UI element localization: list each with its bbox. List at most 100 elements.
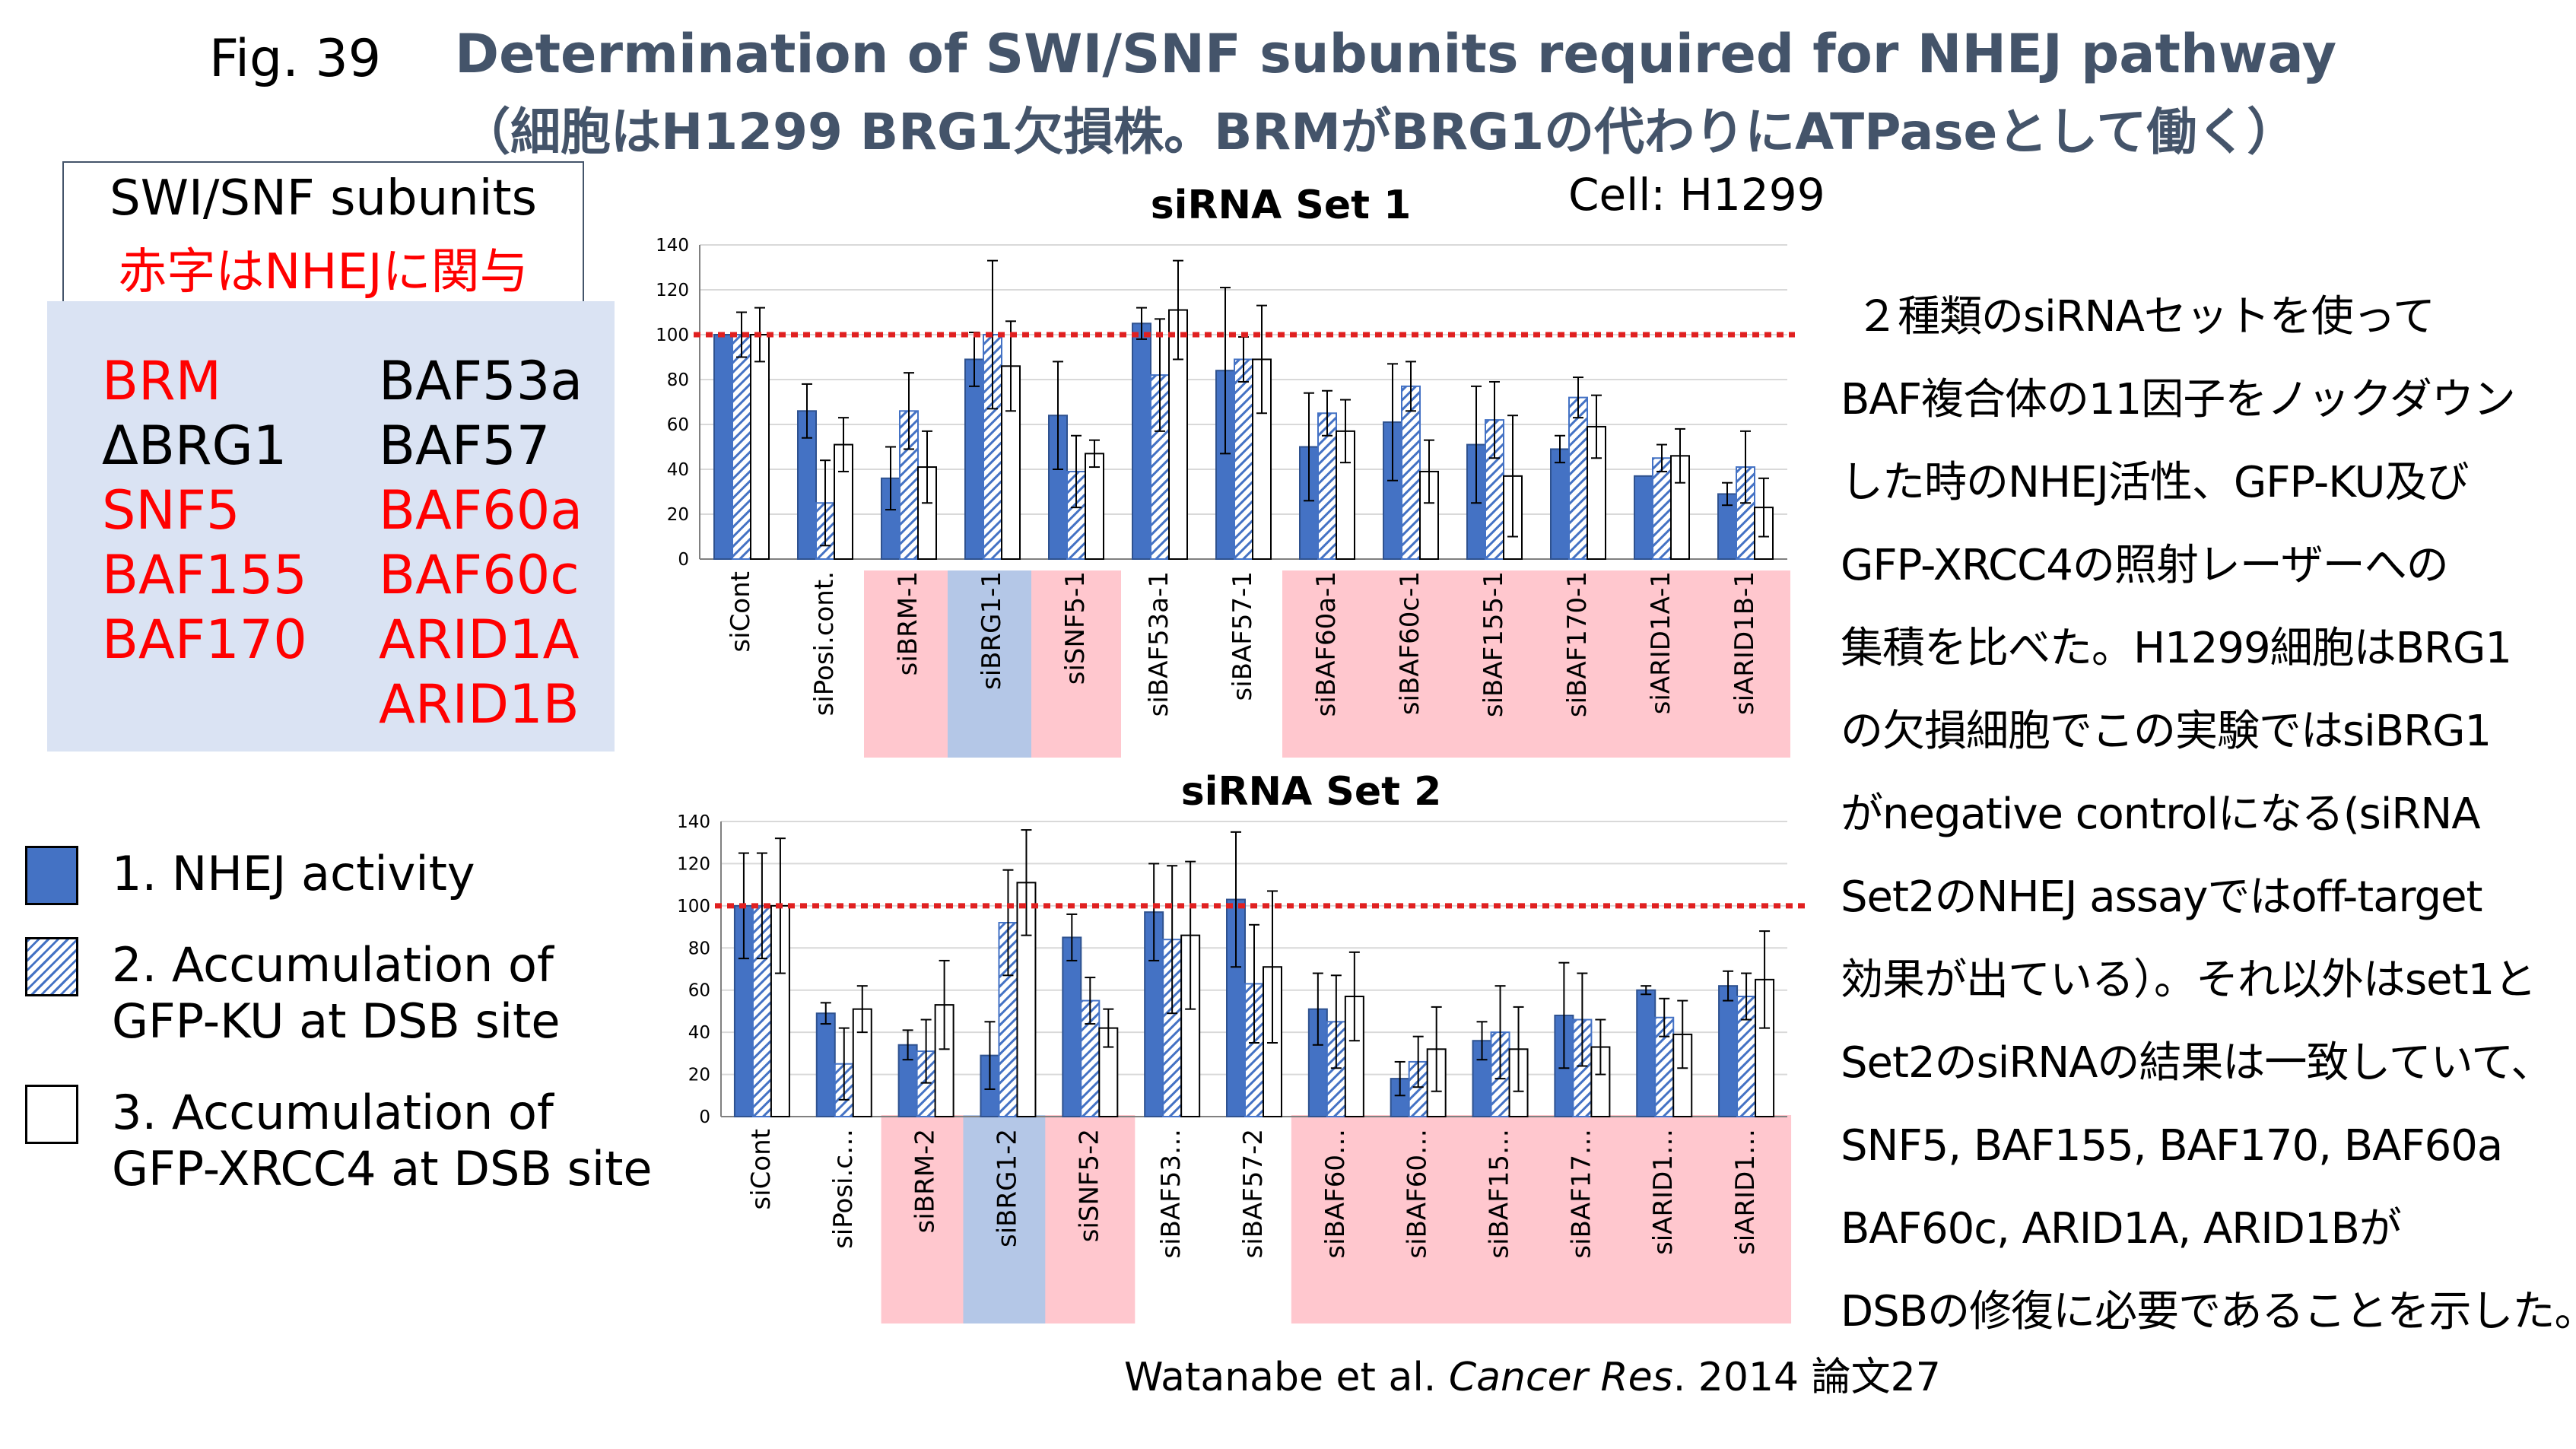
x-tick-label: siBAF15… [1485,1129,1515,1259]
bar [732,334,751,560]
category-highlight [1537,1115,1628,1323]
y-tick-label: 140 [677,812,710,832]
y-tick-label: 40 [688,1023,710,1043]
figure-subtitle: （細胞はH1299 BRG1欠損株。BRMがBRG1の代わりにATPaseとして… [460,103,2298,161]
x-tick-label: siARID1… [1730,1129,1761,1255]
legend-label-ku-line1: 2. Accumulation of [112,937,554,993]
x-tick-label: siBAF57-2 [1238,1129,1269,1258]
category-highlight [948,570,1037,758]
chart1-title: siRNA Set 1 [1151,183,1412,228]
description-line: ２種類のsiRNAセットを使って [1856,292,2435,342]
x-tick-label: siARID1A-1 [1646,571,1676,714]
subunit-left-3: BAF155 [102,544,307,606]
subunit-header-title: SWI/SNF subunits [110,170,537,227]
category-highlight [1282,570,1372,758]
citation-journal: Cancer Res [1448,1355,1673,1400]
figure-number: Fig. 39 [209,29,381,89]
subunit-header-note: 赤字はNHEJに関与 [118,244,529,300]
description-line: の欠損細胞でこの実験ではsiBRG1 [1841,707,2492,756]
description-line: Set2のNHEJ assayではoff-target [1841,872,2483,922]
y-tick-label: 60 [688,981,710,1001]
subunit-left-4: BAF170 [102,609,307,671]
chart1-plot: 0 20 40 60 80 100 120 140 siCont siPosi.cont. siBR… [656,236,1795,758]
x-tick-label: siSNF5-2 [1074,1129,1104,1242]
x-tick-label: siBAF57-1 [1228,571,1258,701]
subunit-right-1: BAF57 [379,415,551,477]
bar [1062,936,1082,1118]
subunit-list-panel: BRM ΔBRG1 SNF5 BAF155 BAF170 BAF53a BAF5… [47,301,615,752]
x-tick-label: siBRM-1 [893,571,923,675]
x-tick-label: siBAF53… [1156,1129,1186,1259]
legend-label-ku-line2: GFP-KU at DSB site [112,993,561,1049]
chart2-title: siRNA Set 2 [1181,769,1442,815]
category-highlight [1450,570,1539,758]
bar [815,1012,836,1117]
y-tick-label: 0 [699,1107,710,1127]
y-tick-label: 120 [677,854,710,874]
category-highlight [1617,570,1707,758]
x-tick-label: siBRM-2 [910,1129,941,1233]
category-highlight [1619,1115,1710,1323]
y-tick-label: 100 [677,897,710,917]
category-highlight [1701,1115,1792,1323]
category-highlight [881,1115,971,1323]
bar [1085,453,1104,560]
bar [1634,475,1653,560]
category-highlight [864,570,954,758]
description-line: 集積を比べた。H1299細胞はBRG1 [1841,624,2512,673]
cell-line-label: Cell: H1299 [1568,169,1825,221]
description-line: GFP-XRCC4の照射レーザーへの [1841,541,2449,590]
legend-label-xrcc4-line1: 3. Accumulation of [112,1085,554,1140]
category-highlight [1373,1115,1463,1323]
x-tick-label: siPosi.c… [828,1129,859,1249]
y-tick-label: 40 [667,460,689,480]
citation-authors: Watanabe et al. [1124,1355,1449,1400]
subunit-right-5: ARID1B [379,673,580,736]
category-highlight [1455,1115,1545,1323]
y-tick-label: 120 [656,281,689,300]
x-tick-label: siBAF60c-1 [1395,571,1425,715]
subunit-right-4: ARID1A [379,609,580,671]
x-tick-label: siBRG1-2 [992,1129,1022,1247]
y-tick-label: 80 [688,939,710,958]
subunit-right-3: BAF60c [379,544,580,606]
description-line: BAF60c, ARID1A, ARID1Bが [1841,1204,2402,1254]
bar [713,334,733,560]
y-tick-label: 20 [688,1066,710,1085]
bar [1652,457,1672,560]
description-line: SNF5, BAF155, BAF170, BAF60a [1841,1121,2503,1171]
y-tick-label: 80 [667,370,689,390]
x-tick-label: siARID1B-1 [1730,571,1760,715]
x-tick-label: siBAF170-1 [1562,571,1593,717]
bar [1718,985,1739,1117]
x-tick-label: siBRG1-1 [977,571,1007,690]
x-tick-label: siBAF17… [1566,1129,1596,1259]
subunit-left-1: ΔBRG1 [102,415,287,477]
category-highlight [1045,1115,1136,1323]
x-tick-label: siARID1… [1648,1129,1679,1255]
x-tick-label: siBAF60a-1 [1311,571,1342,717]
x-tick-label: siCont [746,1129,777,1210]
description-line: Set2のsiRNAの結果は一致していて、 [1841,1038,2553,1088]
x-tick-label: siBAF60… [1402,1129,1433,1259]
category-highlight [1031,570,1121,758]
category-highlight [963,1115,1053,1323]
description-line: がnegative controlになる(siRNA [1841,790,2481,839]
bar [1132,323,1151,560]
category-highlight [1291,1115,1381,1323]
x-tick-label: siBAF60… [1320,1129,1351,1259]
category-highlight [1701,570,1790,758]
legend-swatch-ku [25,937,78,996]
y-tick-label: 20 [667,505,689,525]
bar [1550,448,1570,561]
legend-label-xrcc4-line2: GFP-XRCC4 at DSB site [112,1141,653,1196]
y-tick-label: 0 [678,550,689,570]
legend-swatch-nhej [25,846,78,905]
bar [1234,358,1253,560]
description-line: した時のNHEJ活性、GFP-KU及び [1841,458,2469,507]
bar [750,334,770,560]
bar [1636,989,1656,1117]
chart2-plot: 0 20 40 60 80 100 120 140 siCont siPosi.c… siBRM-2… [677,812,1810,1323]
x-tick-label: siPosi.cont. [809,571,840,716]
